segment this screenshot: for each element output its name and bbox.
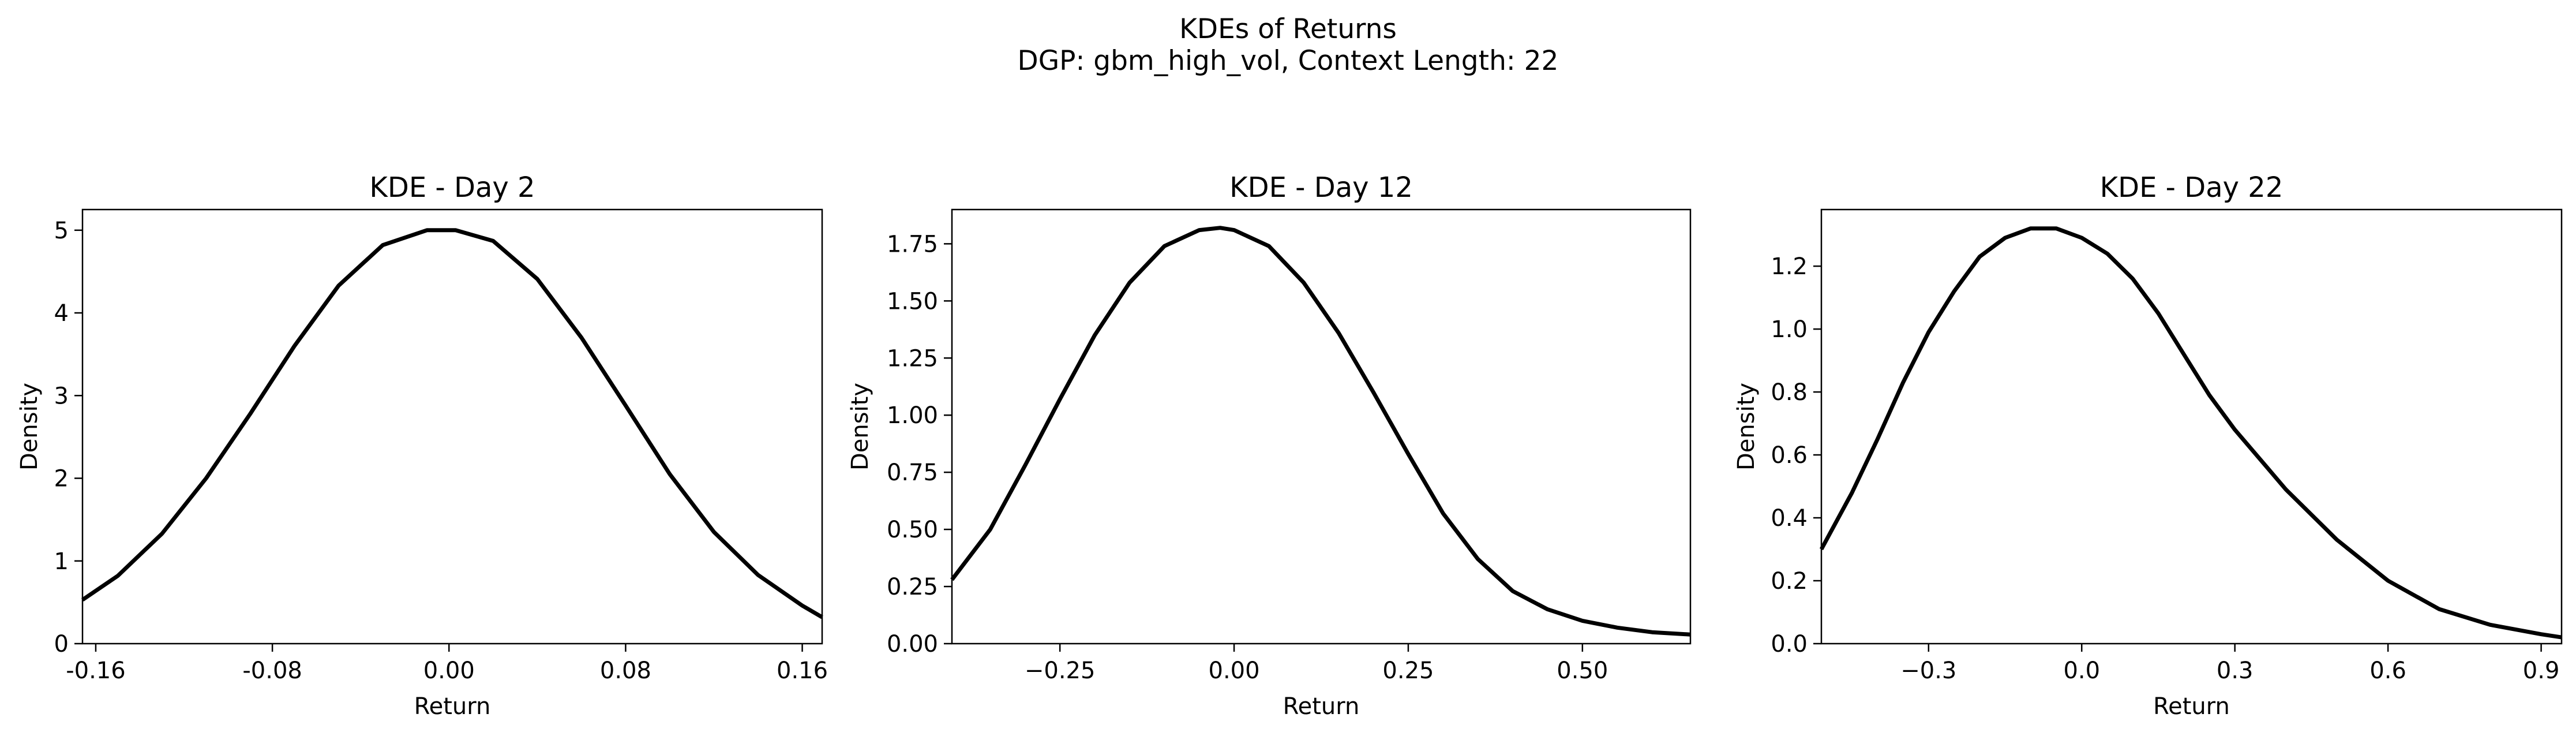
x-tick-label: -0.08	[242, 657, 302, 684]
axes-frame	[81, 208, 823, 645]
x-tick-label: 0.16	[777, 657, 828, 684]
x-tick-label: 0.08	[600, 657, 651, 684]
x-tick-label: 0.50	[1557, 657, 1608, 684]
figure-subtitle: DGP: gbm_high_vol, Context Length: 22	[1017, 45, 1559, 77]
y-tick-label: 1.25	[887, 345, 938, 372]
y-tick-label: 0.75	[887, 459, 938, 486]
kde-line	[950, 226, 1691, 637]
x-tick-label: 0.00	[423, 657, 475, 684]
y-tick-label: 1.50	[887, 288, 938, 315]
y-tick-label: 0.4	[1771, 505, 1808, 532]
y-tick-label: 1.75	[887, 231, 938, 257]
y-tick-label: 0.0	[1771, 631, 1808, 657]
x-tick-label: 0.3	[2217, 657, 2253, 684]
y-tick-label: 0.00	[887, 631, 938, 657]
y-tick-label: 1.2	[1771, 253, 1808, 280]
subplot-title: KDE - Day 12	[1229, 171, 1413, 204]
kde-line	[1819, 226, 2562, 640]
y-axis-label: Density	[16, 383, 43, 470]
x-axis-label: Return	[414, 693, 491, 720]
x-axis-label: Return	[2153, 693, 2230, 720]
x-tick-label: 0.9	[2523, 657, 2560, 684]
subplot-title: KDE - Day 22	[2100, 171, 2283, 204]
x-tick-label: 0.0	[2063, 657, 2100, 684]
y-tick-label: 0.50	[887, 517, 938, 543]
y-tick-label: 0.25	[887, 574, 938, 600]
y-tick-label: 1.00	[887, 402, 938, 429]
kde-line	[81, 228, 823, 619]
x-axis-label: Return	[1283, 693, 1360, 720]
x-tick-label: 0.00	[1209, 657, 1260, 684]
y-tick-label: 1	[54, 548, 69, 575]
y-tick-label: 0.8	[1771, 379, 1808, 406]
x-tick-label: −0.3	[1900, 657, 1956, 684]
axes-frame	[1820, 208, 2563, 645]
x-tick-label: 0.6	[2369, 657, 2406, 684]
y-tick-label: 0	[54, 631, 69, 657]
y-tick-label: 0.2	[1771, 568, 1808, 595]
x-tick-label: 0.25	[1382, 657, 1434, 684]
subplot-title: KDE - Day 2	[369, 171, 535, 204]
y-tick-label: 1.0	[1771, 316, 1808, 343]
y-tick-label: 2	[54, 466, 69, 492]
y-tick-label: 3	[54, 383, 69, 409]
y-axis-label: Density	[847, 383, 873, 470]
y-tick-label: 4	[54, 300, 69, 327]
y-tick-label: 5	[54, 218, 69, 244]
y-tick-label: 0.6	[1771, 442, 1808, 469]
axes-frame	[951, 208, 1692, 645]
figure-title: KDEs of Returns	[1179, 13, 1397, 45]
x-tick-label: -0.16	[66, 657, 126, 684]
y-axis-label: Density	[1733, 383, 1760, 470]
x-tick-label: −0.25	[1025, 657, 1096, 684]
